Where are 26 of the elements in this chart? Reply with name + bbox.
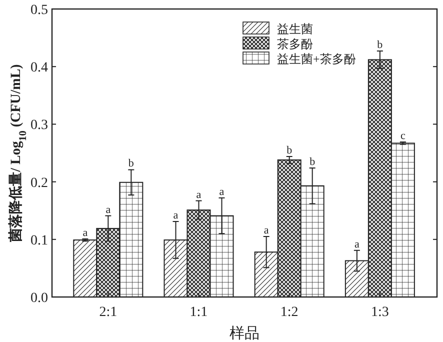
y-tick-label: 0.1 (30, 233, 48, 248)
legend-label: 茶多酚 (277, 37, 313, 51)
x-tick-label: 1:2 (280, 305, 298, 320)
y-tick-label: 0.0 (30, 291, 48, 306)
data-label: b (128, 158, 134, 170)
y-tick-label: 0.2 (30, 176, 48, 191)
data-label: a (106, 204, 111, 216)
data-label: a (219, 186, 224, 198)
data-label: c (400, 130, 406, 142)
x-tick-label: 1:1 (190, 305, 208, 320)
data-label: a (196, 188, 202, 201)
data-label: a (82, 226, 88, 239)
legend-label: 益生菌 (277, 22, 313, 36)
data-label: a (173, 210, 178, 222)
y-tick-label: 0.3 (30, 118, 48, 134)
x-tick-label: 1:3 (370, 305, 389, 320)
legend-label: 益生菌+茶多酚 (277, 52, 356, 66)
y-tick-label: 0.4 (30, 60, 48, 76)
data-label: a (354, 238, 360, 250)
x-axis-title: 样品 (230, 325, 260, 342)
data-label: b (377, 39, 384, 52)
data-label: a (264, 224, 269, 237)
x-tick-label: 2:1 (99, 305, 118, 320)
y-tick-label: 0.5 (30, 3, 48, 18)
data-label: b (310, 156, 316, 168)
data-label: b (286, 144, 293, 156)
